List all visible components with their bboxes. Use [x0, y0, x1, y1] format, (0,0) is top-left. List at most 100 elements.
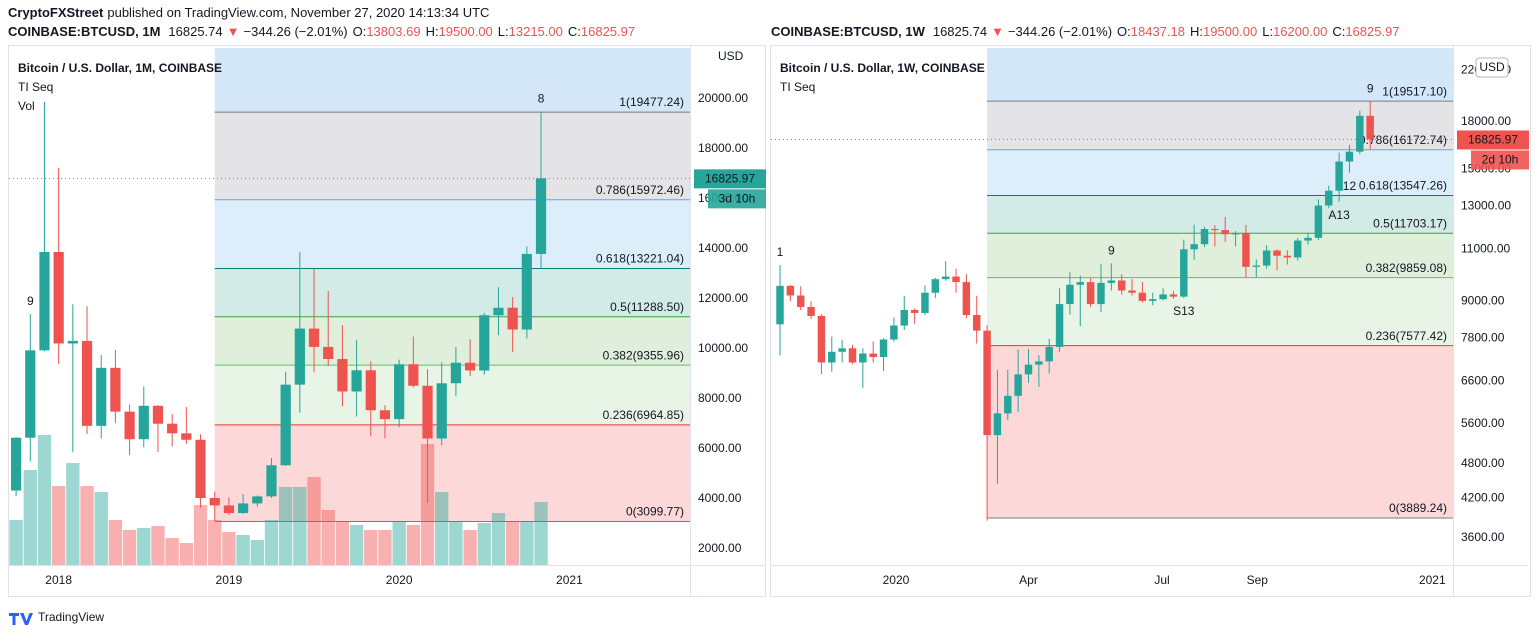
td-label: 9: [1367, 82, 1374, 96]
td-label: 9: [27, 294, 34, 308]
volume-bar: [208, 520, 222, 565]
candle-body: [1231, 233, 1240, 235]
fib-zone: [987, 277, 1453, 346]
candle-body: [1304, 237, 1312, 241]
fib-zone: [987, 48, 1453, 102]
candle-body: [807, 306, 815, 316]
y-tick-label: 18000.00: [698, 141, 748, 155]
footer: TradingView: [9, 610, 104, 625]
candle-body: [910, 309, 919, 313]
y-tick-label: 18000.00: [1461, 114, 1511, 128]
candle-body: [422, 385, 433, 439]
candle-body: [1024, 364, 1033, 375]
volume-bar: [193, 505, 208, 565]
fib-zone: [987, 101, 1453, 150]
y-tick-label: 13000.00: [1461, 198, 1511, 212]
candle-body: [96, 367, 107, 426]
candle-body: [859, 353, 867, 363]
fib-level-label: 0.382(9355.96): [603, 348, 684, 362]
price-tag-label: 16825.97: [705, 172, 755, 186]
x-tick-label: 2021: [556, 573, 583, 587]
countdown-label: 3d 10h: [719, 192, 756, 206]
fib-level-label: 1(19517.10): [1382, 84, 1447, 98]
candle-body: [900, 309, 908, 326]
fib-zone: [987, 345, 1453, 519]
volume-bar: [505, 522, 520, 565]
td-label: 12: [1343, 179, 1357, 193]
volume-bar: [37, 435, 52, 565]
candle-body: [1159, 294, 1167, 300]
indicator-label: Vol: [18, 99, 35, 113]
ohlc-key: H:: [426, 24, 439, 39]
candle-body: [294, 328, 305, 385]
fib-zone: [214, 48, 690, 113]
fib-zone: [214, 199, 690, 269]
volume-bar: [80, 486, 94, 565]
author: CryptoFXStreet: [8, 5, 104, 20]
candle-body: [1273, 250, 1281, 256]
fib-level-label: 0.236(6964.85): [603, 408, 684, 422]
candle-body: [983, 330, 991, 436]
x-tick-label: Jul: [1154, 573, 1169, 587]
volume-bar: [66, 463, 80, 565]
candle-body: [507, 307, 518, 330]
ohlc-value: 18437.18: [1131, 24, 1185, 39]
x-tick-label: 2019: [216, 573, 243, 587]
candle-body: [817, 315, 826, 363]
volume-bar: [179, 543, 194, 565]
ohlc-key: H:: [1190, 24, 1203, 39]
td-label: 1: [777, 245, 784, 259]
ohlc-key: L:: [498, 24, 509, 39]
td-label: A13: [1328, 208, 1350, 222]
symbol-header: COINBASE:BTCUSD, 1M 16825.74 ▼ −344.26 (−2.…: [8, 24, 635, 39]
candle-body: [1169, 294, 1178, 297]
y-tick-label: 6600.00: [1461, 374, 1505, 388]
candle-body: [931, 279, 940, 293]
candle-body: [365, 370, 376, 411]
candle-body: [379, 410, 391, 420]
volume-bar: [534, 502, 548, 565]
candle-body: [464, 362, 476, 371]
fib-zone: [214, 424, 690, 522]
price-tag-label: 16825.97: [1468, 133, 1518, 147]
ohlc-value: 13215.00: [509, 24, 563, 39]
candle-body: [921, 292, 929, 313]
change-arrow: ▼: [227, 24, 240, 39]
candle-body: [337, 359, 348, 392]
volume-bar: [23, 470, 37, 565]
candle-body: [1128, 290, 1136, 293]
y-tick-label: 4800.00: [1461, 456, 1505, 470]
currency: USD: [718, 49, 744, 63]
change-arrow: ▼: [991, 24, 1004, 39]
y-tick-label: 14000.00: [698, 241, 748, 255]
candle-body: [1242, 233, 1250, 267]
volume-bar: [364, 530, 378, 565]
candle-body: [838, 348, 846, 352]
y-tick-label: 7800.00: [1461, 330, 1505, 344]
y-tick-label: 2000.00: [698, 541, 742, 555]
ohlc-key: C:: [568, 24, 581, 39]
candle-body: [1180, 249, 1188, 297]
candle-body: [195, 439, 206, 498]
candle-body: [828, 351, 836, 363]
candle-body: [1086, 282, 1095, 305]
candle-body: [479, 315, 490, 371]
fib-zone: [214, 112, 690, 200]
volume-bar: [122, 530, 137, 565]
candle-body: [1107, 280, 1116, 283]
ohlc-value: 19500.00: [439, 24, 493, 39]
volume-bar: [108, 520, 123, 565]
candle-body: [394, 364, 405, 420]
y-tick-label: 4000.00: [698, 491, 742, 505]
countdown-tag: [1471, 150, 1529, 170]
volume-bar: [491, 513, 506, 565]
candle-body: [39, 252, 50, 351]
candle-body: [1335, 161, 1343, 191]
candle-body: [993, 413, 1002, 436]
candle-body: [1345, 151, 1354, 162]
candle-body: [1138, 292, 1147, 301]
fib-level-label: 0.382(9859.08): [1366, 261, 1447, 275]
publish-text: published on TradingView.com, November 2…: [107, 5, 489, 20]
candle-body: [521, 253, 532, 330]
indicator-label: TI Seq: [18, 80, 53, 94]
